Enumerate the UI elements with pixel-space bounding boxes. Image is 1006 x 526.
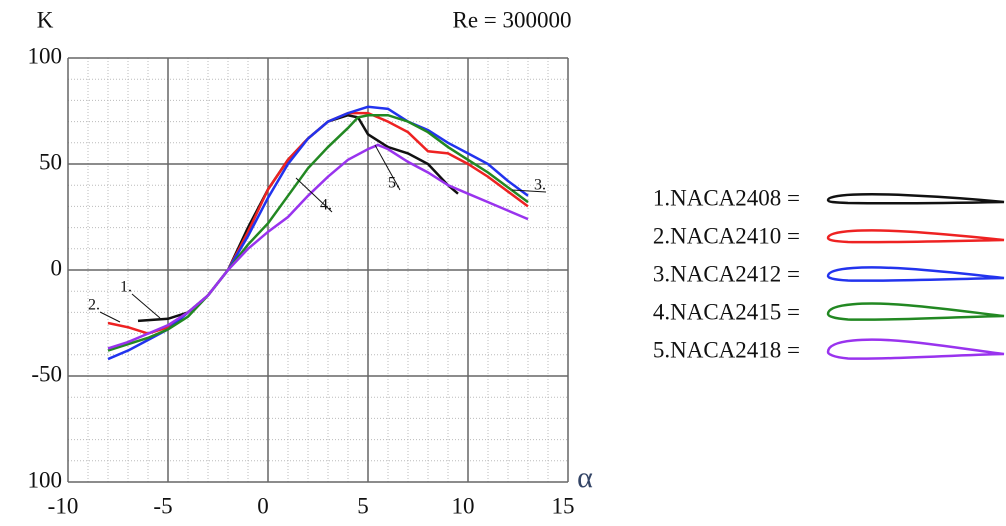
x-tick-label: 0 bbox=[257, 493, 269, 518]
y-tick-label: 50 bbox=[39, 149, 62, 174]
y-tick-label: 0 bbox=[51, 255, 63, 280]
annotation-leader bbox=[295, 177, 333, 213]
x-tick-label: -10 bbox=[48, 493, 79, 518]
legend-swatch bbox=[826, 338, 1005, 360]
data-line bbox=[137, 113, 459, 323]
data-line bbox=[107, 105, 529, 361]
annotation: 2. bbox=[88, 297, 100, 314]
legend-swatch bbox=[826, 266, 1005, 282]
annotation: 3. bbox=[534, 177, 546, 194]
annotation-leader bbox=[511, 189, 547, 193]
annotation: 1. bbox=[120, 279, 132, 296]
x-tick-label: 10 bbox=[452, 493, 475, 518]
y-axis-label: K bbox=[37, 7, 54, 32]
data-line bbox=[107, 111, 529, 335]
x-tick-label: -5 bbox=[153, 493, 172, 518]
legend-label: 4.NACA2415 = bbox=[653, 299, 800, 324]
annotation-leader bbox=[131, 293, 161, 319]
annotation-leader bbox=[99, 311, 121, 323]
legend-swatch bbox=[826, 302, 1005, 321]
y-tick-label: 100 bbox=[28, 467, 63, 492]
legend-label: 1.NACA2408 = bbox=[653, 185, 800, 210]
legend-swatch bbox=[826, 193, 1005, 205]
y-tick-label: -50 bbox=[31, 361, 62, 386]
chart-title: Re = 300000 bbox=[452, 7, 571, 32]
annotation-leader bbox=[374, 144, 401, 191]
annotation: 5. bbox=[388, 175, 400, 192]
data-line bbox=[107, 113, 529, 352]
x-axis-label: α bbox=[577, 461, 593, 494]
x-tick-label: 15 bbox=[552, 493, 575, 518]
annotation: 4. bbox=[320, 197, 332, 214]
legend-label: 3.NACA2412 = bbox=[653, 261, 800, 286]
data-line bbox=[107, 143, 529, 350]
legend-swatch bbox=[826, 229, 1005, 244]
x-tick-label: 5 bbox=[357, 493, 369, 518]
y-tick-label: 100 bbox=[28, 43, 63, 68]
legend-label: 2.NACA2410 = bbox=[653, 223, 800, 248]
legend-label: 5.NACA2418 = bbox=[653, 337, 800, 362]
